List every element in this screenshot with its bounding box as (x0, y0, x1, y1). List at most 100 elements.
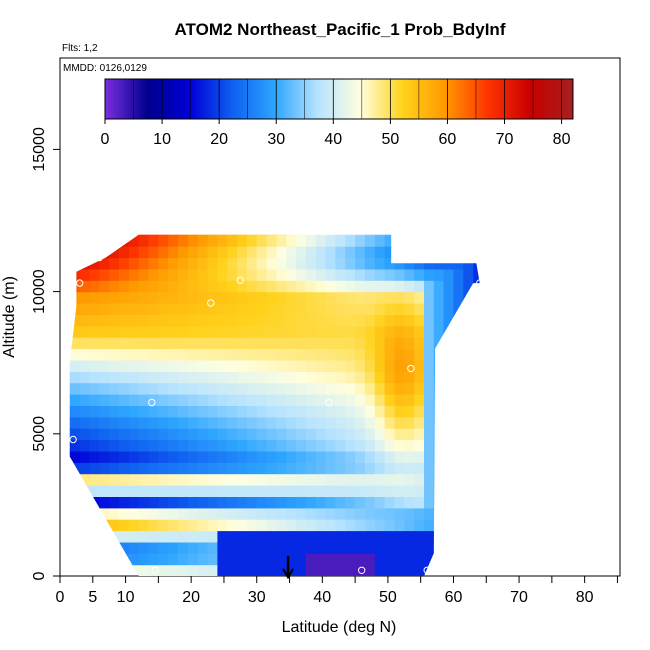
heatmap-cell (414, 234, 425, 236)
heatmap-cell (99, 257, 110, 270)
colorbar-swatch (376, 79, 380, 119)
heatmap-cell (89, 359, 100, 372)
heatmap-cell (256, 496, 268, 509)
heatmap-cell (79, 280, 91, 293)
heatmap-cell (424, 507, 435, 520)
heatmap-cell (394, 496, 405, 509)
heatmap-cell (187, 450, 199, 463)
heatmap-cell (69, 359, 71, 372)
heatmap-cell (463, 519, 474, 532)
colorbar-swatch (470, 79, 474, 119)
heatmap-cell (128, 348, 140, 361)
heatmap-cell (315, 530, 327, 543)
heatmap-cell (158, 405, 169, 418)
colorbar-swatch (350, 79, 354, 119)
heatmap-cell (158, 314, 169, 327)
heatmap-cell (227, 416, 238, 429)
colorbar-swatch (364, 79, 369, 119)
heatmap-cell (404, 280, 415, 293)
heatmap-cell (414, 553, 425, 566)
heatmap-cell (424, 553, 435, 566)
heatmap-cell (266, 280, 277, 293)
heatmap-cell (384, 394, 395, 406)
heatmap-cell (246, 348, 258, 361)
heatmap-cell (168, 416, 179, 429)
heatmap-cell (394, 234, 405, 236)
heatmap-cell (69, 382, 81, 395)
heatmap-cell (483, 292, 493, 304)
heatmap-cell (246, 519, 258, 532)
heatmap-cell (473, 246, 480, 259)
heatmap-cell (99, 291, 110, 304)
heatmap-cell (168, 564, 179, 576)
heatmap-cell (227, 428, 238, 441)
heatmap-cell (266, 519, 277, 532)
heatmap-cell (325, 416, 336, 429)
heatmap-cell (355, 280, 366, 293)
heatmap-cell (158, 507, 169, 520)
heatmap-cell (364, 564, 376, 576)
heatmap-cell (424, 246, 435, 259)
heatmap-cell (433, 325, 445, 338)
colorbar-swatch (501, 79, 506, 119)
heatmap-cell (483, 519, 493, 531)
heatmap-cell (305, 359, 317, 372)
heatmap-cell (296, 234, 307, 236)
heatmap-cell (394, 450, 405, 463)
heatmap-cell (374, 291, 386, 304)
heatmap-cell (128, 553, 140, 566)
heatmap-cell (483, 269, 493, 281)
heatmap-cell (128, 280, 140, 293)
heatmap-cell (217, 428, 228, 441)
heatmap-cell (404, 257, 415, 270)
heatmap-cell (128, 371, 140, 384)
heatmap-cell (89, 291, 100, 304)
heatmap-cell (315, 553, 327, 566)
profile-point (95, 253, 104, 262)
heatmap-cell (256, 325, 268, 338)
heatmap-cell (404, 303, 415, 315)
heatmap-cell (178, 257, 189, 270)
heatmap-cell (256, 450, 268, 463)
heatmap-cell (325, 496, 336, 509)
colorbar-tick-label: 0 (101, 131, 110, 148)
heatmap-cell (227, 519, 238, 532)
heatmap-cell (109, 405, 120, 418)
heatmap-cell (384, 371, 395, 384)
heatmap-cell (197, 564, 209, 576)
heatmap-cell (414, 246, 425, 259)
heatmap-cell (266, 234, 277, 247)
heatmap-cell (325, 246, 336, 259)
heatmap-cell (483, 485, 493, 497)
heatmap-cell (138, 246, 150, 259)
heatmap-cell (109, 496, 120, 509)
heatmap-cell (453, 462, 464, 475)
heatmap-cell (424, 382, 435, 395)
heatmap-cell (276, 507, 287, 520)
heatmap-cell (394, 257, 405, 270)
heatmap-cell (355, 564, 366, 576)
heatmap-cell (237, 564, 248, 576)
heatmap-cell (335, 234, 346, 247)
heatmap-cell (207, 462, 218, 475)
heatmap-cell (178, 496, 189, 509)
heatmap-cell (315, 303, 327, 315)
heatmap-cell (335, 439, 346, 452)
heatmap-cell (168, 291, 179, 304)
heatmap-cell (374, 416, 386, 429)
heatmap-cell (315, 496, 327, 509)
heatmap-cell (227, 541, 238, 554)
heatmap-cell (453, 234, 464, 236)
heatmap-cell (158, 439, 169, 452)
heatmap-cell (335, 564, 346, 576)
heatmap-cell (335, 303, 346, 315)
colorbar-swatch (182, 79, 186, 119)
colorbar-swatch (424, 79, 428, 119)
heatmap-cell (325, 553, 336, 566)
heatmap-cell (187, 291, 199, 304)
heatmap-cell (345, 450, 356, 463)
colorbar-tick-label: 80 (553, 131, 571, 148)
heatmap-cell (335, 382, 346, 395)
heatmap-cell (178, 234, 189, 236)
heatmap-cell (473, 234, 480, 247)
